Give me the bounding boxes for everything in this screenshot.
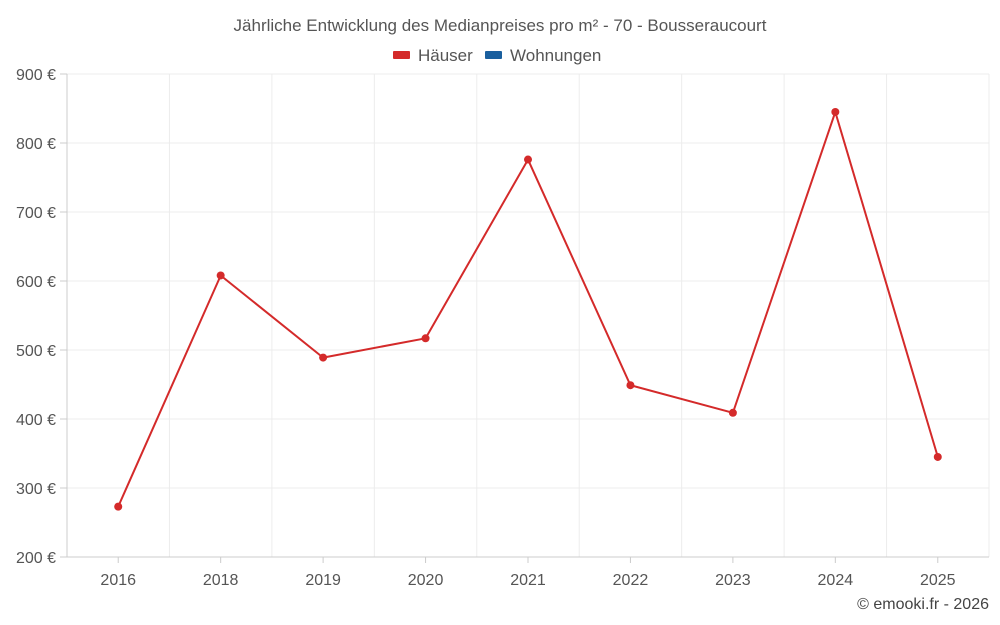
series-haeuser bbox=[114, 107, 942, 511]
x-gridlines bbox=[168, 74, 990, 557]
data-point[interactable] bbox=[831, 107, 840, 116]
y-tick-label: 500 € bbox=[16, 343, 56, 360]
x-tick-label: 2016 bbox=[100, 572, 136, 589]
data-point[interactable] bbox=[114, 502, 123, 511]
legend-swatch-haeuser bbox=[393, 51, 410, 59]
y-tick-label: 700 € bbox=[16, 205, 56, 222]
x-tick-label: 2019 bbox=[305, 572, 341, 589]
y-tick-label: 400 € bbox=[16, 412, 56, 429]
y-tick-label: 800 € bbox=[16, 136, 56, 153]
y-tick-label: 900 € bbox=[16, 67, 56, 84]
x-tick-label: 2018 bbox=[203, 572, 239, 589]
legend-item-haeuser[interactable]: Häuser bbox=[393, 46, 473, 65]
data-point[interactable] bbox=[421, 334, 430, 343]
x-tick-label: 2025 bbox=[920, 572, 956, 589]
data-point[interactable] bbox=[216, 271, 225, 280]
chart-title: Jährliche Entwicklung des Medianpreises … bbox=[234, 16, 767, 35]
data-point[interactable] bbox=[319, 353, 328, 362]
y-tick-label: 200 € bbox=[16, 550, 56, 567]
legend-item-wohnungen[interactable]: Wohnungen bbox=[485, 46, 601, 65]
legend-swatch-wohnungen bbox=[485, 51, 502, 59]
x-tick-label: 2020 bbox=[408, 572, 444, 589]
x-tick-label: 2024 bbox=[818, 572, 854, 589]
x-tick-label: 2021 bbox=[510, 572, 546, 589]
x-axis: 2016 2018 2019 2020 2021 2022 2023 2024 2025 bbox=[67, 556, 989, 589]
x-tick-label: 2023 bbox=[715, 572, 751, 589]
x-tick-label: 2022 bbox=[613, 572, 649, 589]
legend: Häuser Wohnungen bbox=[393, 46, 601, 65]
data-point[interactable] bbox=[933, 452, 942, 461]
y-tick-label: 300 € bbox=[16, 481, 56, 498]
legend-label-wohnungen: Wohnungen bbox=[510, 46, 601, 65]
series-line bbox=[117, 111, 939, 508]
y-gridlines bbox=[67, 73, 989, 489]
credit-text: © emooki.fr - 2026 bbox=[857, 596, 989, 613]
data-point[interactable] bbox=[626, 381, 635, 390]
data-point[interactable] bbox=[728, 408, 737, 417]
data-point[interactable] bbox=[524, 155, 532, 164]
y-tick-label: 600 € bbox=[16, 274, 56, 291]
legend-label-haeuser: Häuser bbox=[418, 46, 473, 65]
y-axis: 200 € 300 € 400 € 500 € 600 € 700 € 800 € 900 € bbox=[16, 67, 68, 567]
